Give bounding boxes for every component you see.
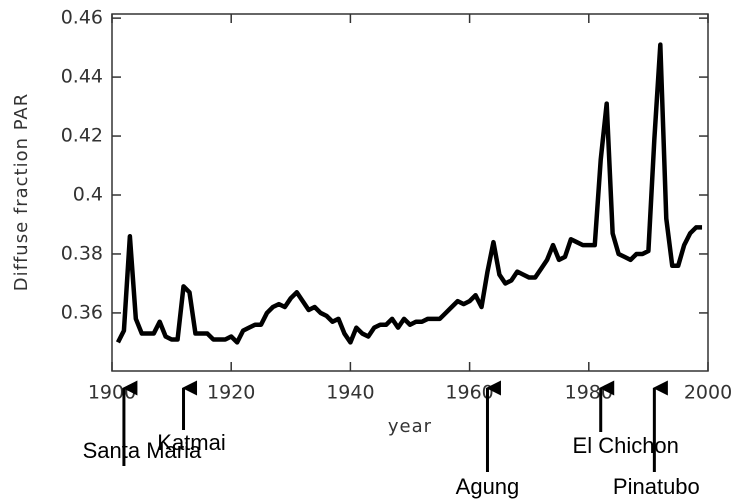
annotation-label: Santa Maria	[83, 438, 202, 463]
annotation-label: El Chichon	[573, 433, 679, 458]
y-axis-label: Diffuse fraction PAR	[11, 93, 32, 292]
plot-frame	[111, 13, 709, 372]
y-tick-label: 0.46	[61, 7, 103, 29]
annotation-label: Agung	[456, 474, 520, 499]
x-tick-label: 1980	[565, 382, 613, 404]
x-tick-label: 1960	[445, 382, 493, 404]
annotation-label: Katmai	[157, 430, 225, 455]
y-tick-label: 0.36	[61, 301, 103, 323]
x-tick-label: 2000	[684, 382, 732, 404]
y-tick-label: 0.42	[61, 125, 103, 147]
y-tick-label: 0.44	[61, 66, 103, 88]
y-tick-label: 0.4	[73, 184, 103, 206]
y-tick-label: 0.38	[61, 242, 103, 264]
x-tick-label: 1900	[88, 382, 136, 404]
annotation-label: Pinatubo	[613, 474, 700, 499]
x-axis-label: year	[388, 416, 432, 437]
x-tick-label: 1940	[326, 382, 374, 404]
data-line	[115, 42, 703, 345]
x-tick-label: 1920	[207, 382, 255, 404]
